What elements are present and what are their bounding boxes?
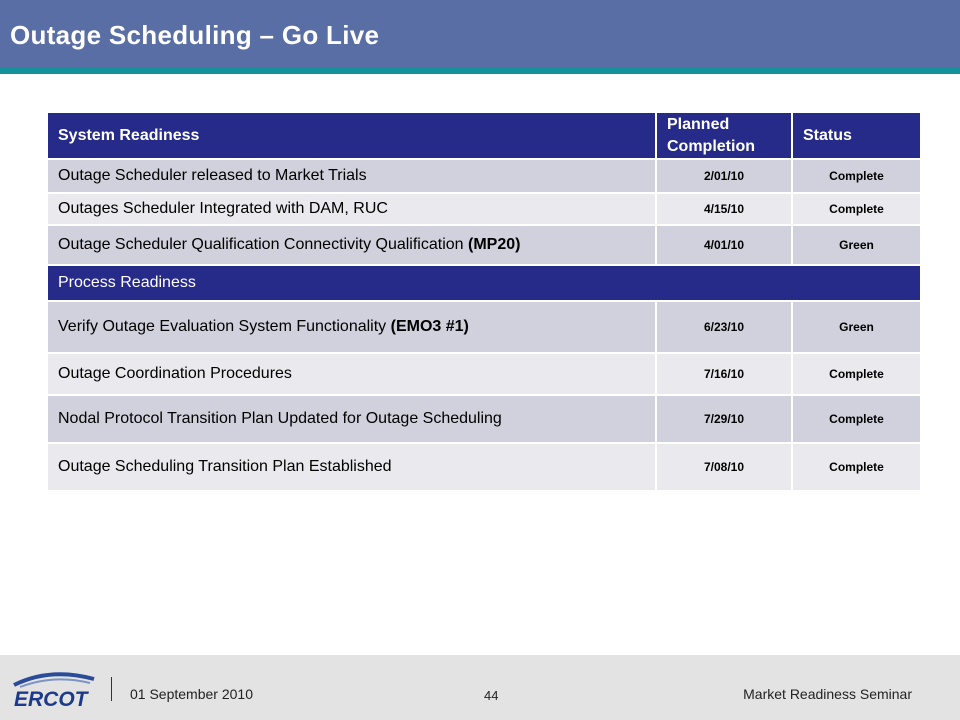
- planned-date: 2/01/10: [656, 159, 793, 194]
- status-value: Complete: [792, 353, 920, 396]
- task-cell: Verify Outage Evaluation System Function…: [48, 301, 657, 354]
- planned-date: 7/16/10: [656, 353, 793, 396]
- status-value: Complete: [792, 395, 920, 444]
- header-planned-completion: Planned Completion: [656, 113, 793, 160]
- table-row: Outage Scheduler released to Market Tria…: [48, 159, 920, 194]
- planned-date: 4/15/10: [656, 193, 793, 226]
- title-accent-stripe: [0, 68, 960, 74]
- section-process-readiness: Process Readiness: [48, 265, 920, 302]
- planned-date: 6/23/10: [656, 301, 793, 354]
- table-row: Verify Outage Evaluation System Function…: [48, 301, 920, 354]
- task-text: Outage Scheduler released to Market Tria…: [58, 167, 367, 184]
- footer-divider: [111, 677, 112, 701]
- task-cell: Outage Coordination Procedures: [48, 353, 657, 396]
- task-cell: Outages Scheduler Integrated with DAM, R…: [48, 193, 657, 226]
- planned-date: 7/08/10: [656, 443, 793, 492]
- status-value: Complete: [792, 159, 920, 194]
- task-text: Outage Coordination Procedures: [58, 365, 292, 382]
- table-header-row: System Readiness Planned Completion Stat…: [48, 113, 920, 160]
- footer: ERCOT 01 September 2010 44 Market Readin…: [0, 655, 960, 720]
- planned-date: 4/01/10: [656, 225, 793, 266]
- footer-event: Market Readiness Seminar: [743, 686, 912, 702]
- header-system-readiness: System Readiness: [48, 113, 657, 160]
- table-row: Outage Scheduling Transition Plan Establ…: [48, 443, 920, 492]
- task-cell: Outage Scheduler Qualification Connectiv…: [48, 225, 657, 266]
- table-row: Nodal Protocol Transition Plan Updated f…: [48, 395, 920, 444]
- planned-date: 7/29/10: [656, 395, 793, 444]
- table-row: Outage Scheduler Qualification Connectiv…: [48, 225, 920, 266]
- ercot-logo: ERCOT: [13, 672, 95, 711]
- task-text: Outages Scheduler Integrated with DAM, R…: [58, 200, 388, 217]
- status-value: Complete: [792, 193, 920, 226]
- footer-date: 01 September 2010: [130, 686, 253, 702]
- status-value: Green: [792, 225, 920, 266]
- table-row: Outages Scheduler Integrated with DAM, R…: [48, 193, 920, 226]
- status-value: Complete: [792, 443, 920, 492]
- status-value: Green: [792, 301, 920, 354]
- task-code: (MP20): [468, 236, 521, 253]
- task-cell: Nodal Protocol Transition Plan Updated f…: [48, 395, 657, 444]
- readiness-table: System Readiness Planned Completion Stat…: [48, 113, 920, 492]
- task-text: Verify Outage Evaluation System Function…: [58, 318, 391, 335]
- table-row: Outage Coordination Procedures 7/16/10 C…: [48, 353, 920, 396]
- page-number: 44: [484, 688, 499, 703]
- section-header-row: Process Readiness: [48, 265, 920, 302]
- task-code: (EMO3 #1): [390, 318, 469, 335]
- title-bar: Outage Scheduling – Go Live: [0, 0, 960, 68]
- ercot-logo-text: ERCOT: [14, 688, 90, 711]
- header-status: Status: [792, 113, 920, 160]
- task-text: Outage Scheduling Transition Plan Establ…: [58, 458, 392, 475]
- task-text: Nodal Protocol Transition Plan Updated f…: [58, 410, 502, 427]
- task-cell: Outage Scheduling Transition Plan Establ…: [48, 443, 657, 492]
- task-cell: Outage Scheduler released to Market Tria…: [48, 159, 657, 194]
- task-text: Outage Scheduler Qualification Connectiv…: [58, 236, 468, 253]
- slide-title: Outage Scheduling – Go Live: [10, 20, 380, 50]
